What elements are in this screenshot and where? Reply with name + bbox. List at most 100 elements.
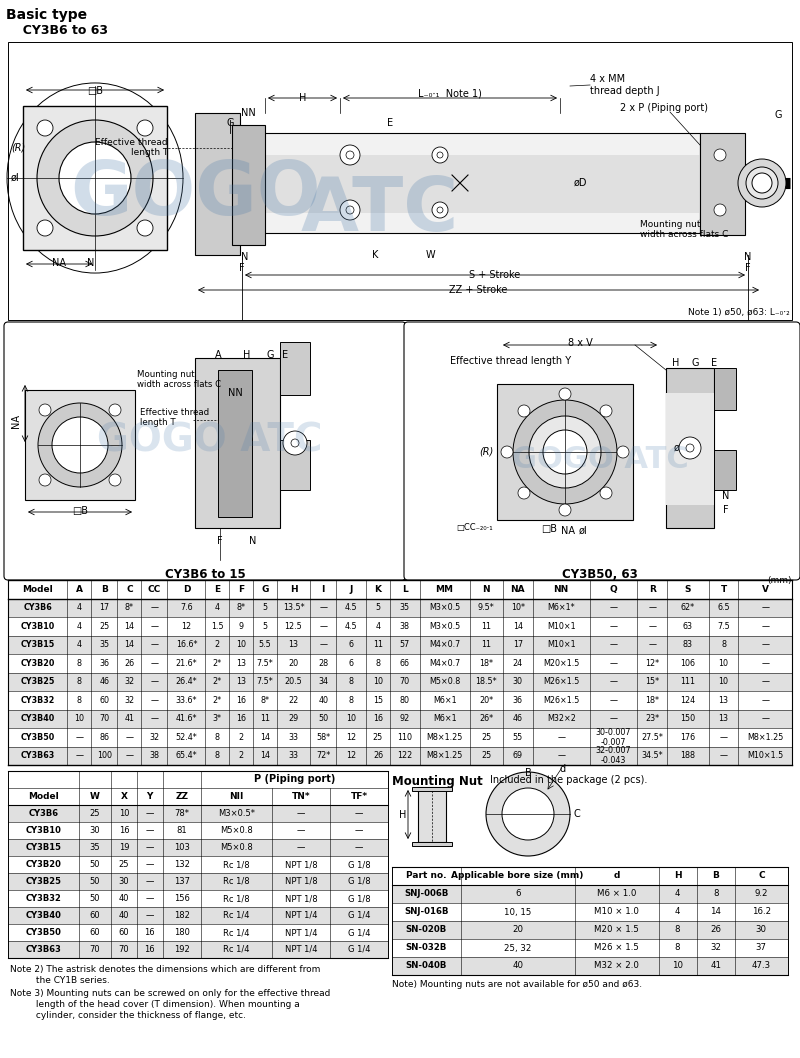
Text: M10×1: M10×1	[547, 640, 575, 650]
Text: 37: 37	[756, 944, 767, 952]
Bar	[392, 957, 788, 975]
Text: M5×0.8: M5×0.8	[220, 826, 253, 835]
Text: NPT 1/8: NPT 1/8	[285, 860, 318, 869]
Text: cylinder, consider the thickness of flange, etc.: cylinder, consider the thickness of flan…	[10, 1011, 246, 1020]
Text: —: —	[146, 809, 154, 818]
Text: F: F	[238, 585, 244, 594]
Circle shape	[617, 446, 629, 458]
Text: 10: 10	[236, 640, 246, 650]
Bar	[8, 728, 792, 747]
Circle shape	[502, 788, 554, 840]
Text: 50: 50	[90, 877, 100, 886]
Text: ATC: ATC	[301, 174, 459, 247]
Text: SN-040B: SN-040B	[406, 962, 447, 970]
Circle shape	[37, 120, 153, 236]
Text: 38: 38	[150, 751, 159, 761]
Text: N: N	[482, 585, 490, 594]
Circle shape	[340, 200, 360, 220]
Text: □B: □B	[541, 524, 557, 534]
Circle shape	[714, 204, 726, 216]
Text: NA: NA	[52, 258, 66, 268]
Bar	[8, 654, 792, 673]
Text: d: d	[560, 764, 566, 774]
Text: CY3B6 to 63: CY3B6 to 63	[14, 24, 108, 37]
Text: 4 x MM
thread depth J: 4 x MM thread depth J	[590, 74, 660, 95]
Text: 41: 41	[124, 714, 134, 724]
Bar	[8, 856, 388, 873]
Text: 13: 13	[718, 714, 729, 724]
Text: M8×1.25: M8×1.25	[426, 751, 463, 761]
Text: 40: 40	[318, 696, 328, 705]
Text: SNJ-016B: SNJ-016B	[404, 908, 449, 916]
Text: 33: 33	[289, 751, 298, 761]
Text: G 1/8: G 1/8	[348, 860, 370, 869]
Text: 103: 103	[174, 843, 190, 852]
Text: NPT 1/8: NPT 1/8	[285, 877, 318, 886]
Text: H: H	[290, 585, 298, 594]
Text: M4×0.7: M4×0.7	[429, 640, 460, 650]
Text: —: —	[150, 696, 158, 705]
Text: —: —	[648, 622, 656, 631]
Text: CY3B20: CY3B20	[26, 860, 62, 869]
Circle shape	[529, 416, 601, 488]
Text: —: —	[146, 860, 154, 869]
Text: M5×0.8: M5×0.8	[429, 677, 460, 687]
Text: V: V	[762, 585, 769, 594]
Text: 28: 28	[318, 659, 328, 668]
Text: I: I	[322, 585, 325, 594]
Text: 10*: 10*	[510, 603, 525, 613]
Text: —: —	[355, 826, 363, 835]
Text: —: —	[297, 843, 306, 852]
Bar	[700, 133, 745, 235]
Text: øI: øI	[579, 526, 588, 536]
Text: 14: 14	[124, 640, 134, 650]
Text: CY3B63: CY3B63	[21, 751, 55, 761]
Text: 10: 10	[373, 677, 383, 687]
Text: NPT 1/4: NPT 1/4	[285, 911, 318, 920]
Text: 4.5: 4.5	[345, 622, 358, 631]
Bar	[8, 924, 388, 941]
Text: 16: 16	[236, 696, 246, 705]
Text: 14: 14	[513, 622, 522, 631]
Text: 32: 32	[124, 696, 134, 705]
Text: Rc 1/8: Rc 1/8	[223, 877, 250, 886]
Text: L: L	[402, 585, 408, 594]
Text: Rc 1/8: Rc 1/8	[223, 894, 250, 902]
Text: E: E	[282, 350, 288, 360]
Text: —: —	[150, 640, 158, 650]
Text: 36: 36	[513, 696, 522, 705]
Text: CY3B50: CY3B50	[26, 928, 62, 937]
Text: —: —	[648, 640, 656, 650]
Text: 8: 8	[713, 890, 718, 898]
Bar	[218, 370, 252, 517]
Text: A: A	[76, 585, 83, 594]
Text: B: B	[525, 768, 531, 778]
Text: —: —	[648, 603, 656, 613]
Text: F: F	[239, 263, 245, 273]
Text: 13: 13	[718, 696, 729, 705]
Circle shape	[432, 147, 448, 163]
Bar	[8, 747, 792, 765]
Text: 34.5*: 34.5*	[642, 751, 663, 761]
Text: ZZ: ZZ	[175, 792, 188, 801]
Text: —: —	[762, 603, 770, 613]
Text: 78*: 78*	[174, 809, 190, 818]
Text: 7.5*: 7.5*	[257, 677, 274, 687]
Text: 92: 92	[400, 714, 410, 724]
Text: G 1/4: G 1/4	[348, 945, 370, 954]
Text: N: N	[722, 491, 730, 501]
Text: 12: 12	[346, 733, 356, 742]
Text: 20: 20	[512, 926, 523, 934]
Text: T: T	[721, 585, 726, 594]
Text: 10: 10	[672, 962, 683, 970]
Text: 30: 30	[90, 826, 100, 835]
Text: 150: 150	[680, 714, 695, 724]
Text: 33: 33	[289, 733, 298, 742]
Bar	[412, 842, 452, 846]
Text: CY3B15: CY3B15	[26, 843, 62, 852]
Text: —: —	[719, 733, 727, 742]
Bar	[240, 156, 700, 213]
Text: Rc 1/4: Rc 1/4	[223, 911, 250, 920]
Circle shape	[437, 152, 443, 158]
Text: W: W	[425, 250, 435, 260]
